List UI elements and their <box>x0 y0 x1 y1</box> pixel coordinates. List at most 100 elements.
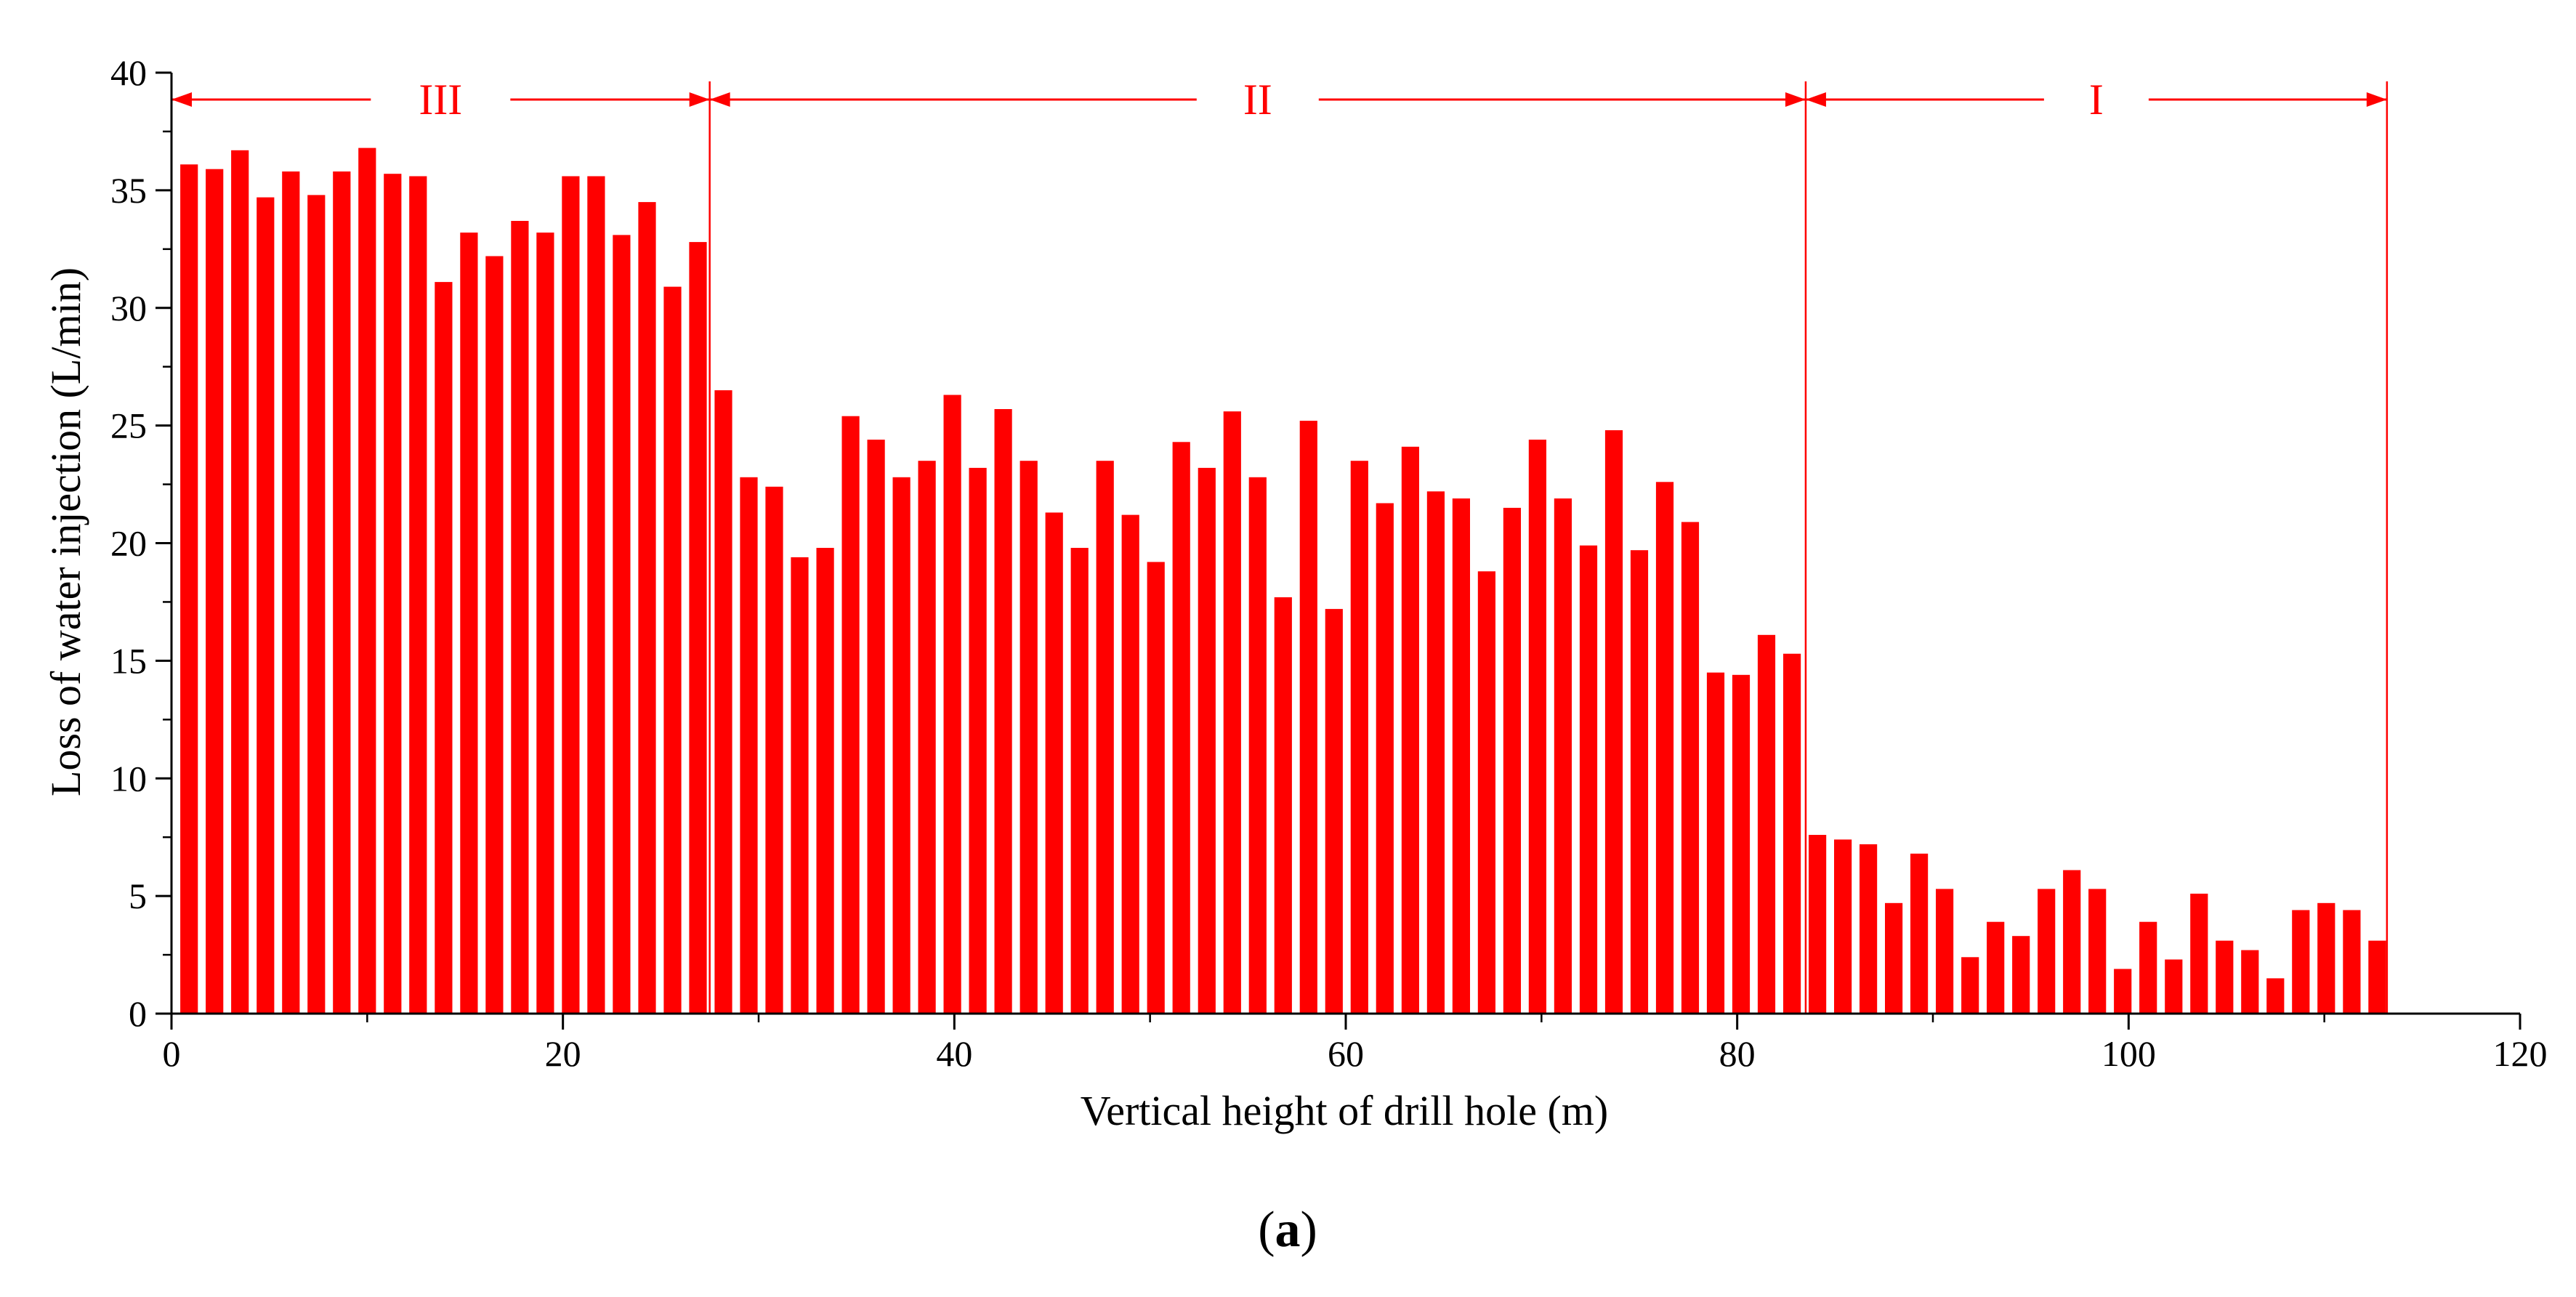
bar <box>1783 653 1801 1014</box>
bar <box>1554 498 1572 1014</box>
bar <box>1757 634 1776 1014</box>
bar <box>1426 491 1445 1014</box>
bar <box>1299 421 1317 1014</box>
bar <box>613 235 631 1014</box>
x-tick-label: 40 <box>936 1033 972 1074</box>
bar <box>1961 957 1979 1014</box>
zone-arrow-left-icon <box>1805 92 1826 107</box>
bar <box>358 148 376 1014</box>
bar <box>409 176 427 1014</box>
bar <box>180 164 198 1014</box>
bar <box>791 557 809 1014</box>
bar <box>1274 597 1292 1014</box>
bar <box>918 461 936 1014</box>
bar <box>1655 482 1674 1014</box>
bar <box>1579 545 1598 1014</box>
bar <box>257 197 275 1014</box>
bar <box>1732 674 1751 1014</box>
bar <box>1910 853 1929 1014</box>
zone-arrow-left-icon <box>171 92 192 107</box>
bar <box>1452 498 1470 1014</box>
bar <box>714 390 732 1014</box>
zone-annotations: III II I <box>170 76 2389 1014</box>
y-tick-label: 0 <box>129 993 147 1034</box>
y-tick-label: 20 <box>110 523 147 564</box>
bar <box>994 409 1012 1014</box>
y-axis-label: Loss of water injection (L/min) <box>42 267 89 796</box>
bar <box>1681 522 1700 1014</box>
bar <box>1987 921 2005 1014</box>
bar <box>206 169 224 1014</box>
bar <box>2241 950 2259 1014</box>
x-tick-label: 80 <box>1719 1033 1756 1074</box>
bar <box>2368 940 2386 1014</box>
bar <box>282 171 300 1014</box>
bar <box>1477 571 1495 1014</box>
zone-arrow-right-icon <box>2366 92 2387 107</box>
bar <box>943 395 961 1014</box>
x-tick-label: 60 <box>1328 1033 1364 1074</box>
bar <box>1834 839 1852 1014</box>
bar <box>1936 889 1954 1014</box>
bar <box>892 477 911 1014</box>
panel-label-close: ) <box>1301 1202 1317 1258</box>
bar <box>536 233 554 1014</box>
bar <box>384 174 402 1014</box>
bar <box>1020 461 1038 1014</box>
bar <box>2012 936 2030 1014</box>
bar <box>231 150 249 1014</box>
panel-label-letter: a <box>1275 1202 1301 1258</box>
zone-label: II <box>1243 76 1272 124</box>
bar <box>1809 835 1827 1014</box>
bar <box>1630 550 1649 1014</box>
bar <box>333 171 351 1014</box>
bar <box>2038 889 2056 1014</box>
bar <box>2114 969 2132 1014</box>
bar <box>1528 440 1546 1014</box>
bar <box>435 282 453 1014</box>
bar <box>1503 507 1521 1014</box>
bar <box>689 242 707 1014</box>
bar <box>2190 893 2208 1014</box>
y-tick-label: 25 <box>110 405 147 446</box>
bar <box>969 467 987 1014</box>
bar <box>511 221 529 1014</box>
panel-label: (a) <box>1258 1202 1317 1258</box>
zone-label: III <box>419 76 462 124</box>
bar <box>1172 442 1190 1014</box>
bar <box>1045 512 1063 1014</box>
bar <box>1350 461 1368 1014</box>
y-tick-label: 40 <box>110 52 147 93</box>
bar <box>1706 672 1725 1014</box>
bar <box>1198 467 1216 1014</box>
bar <box>2266 978 2285 1014</box>
bar <box>841 416 860 1014</box>
axes-group: 0 20 40 60 80 100 120 0 5 10 15 20 25 30 35 40 <box>110 52 2548 1074</box>
bar <box>2139 921 2157 1014</box>
bar <box>1248 477 1267 1014</box>
bar <box>867 440 885 1014</box>
zone-arrow-right-icon <box>689 92 710 107</box>
y-tick-label: 30 <box>110 288 147 328</box>
bar <box>307 195 326 1014</box>
bar <box>2165 959 2183 1014</box>
bar <box>638 202 656 1014</box>
bar <box>460 233 478 1014</box>
bar <box>663 286 682 1014</box>
bar <box>1604 430 1623 1014</box>
bar <box>1223 411 1241 1014</box>
bar <box>2292 910 2310 1014</box>
x-axis-label: Vertical height of drill hole (m) <box>1081 1087 1608 1134</box>
y-tick-label: 10 <box>110 758 147 799</box>
zone-arrow-right-icon <box>1785 92 1806 107</box>
bar <box>1885 902 1903 1014</box>
bar <box>2343 910 2361 1014</box>
x-tick-label: 100 <box>2101 1033 2156 1074</box>
bar <box>2317 902 2335 1014</box>
bar <box>1096 461 1114 1014</box>
x-tick-label: 0 <box>163 1033 181 1074</box>
zone-arrow-left-icon <box>709 92 730 107</box>
bar <box>485 256 504 1014</box>
panel-label-open: ( <box>1258 1202 1275 1258</box>
